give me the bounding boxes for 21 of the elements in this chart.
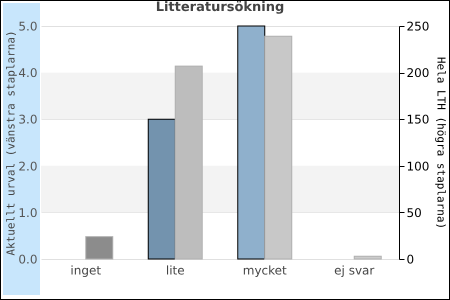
y-tick-label: 4.0 [18, 66, 38, 80]
y-tick-label: 5.0 [18, 20, 38, 34]
y2-tick-label: 0 [406, 252, 414, 266]
y2-tick-label: 150 [406, 112, 430, 127]
y-tick-label: 0.0 [18, 252, 38, 266]
y2-tick-label: 100 [406, 159, 430, 174]
y-tick-label: 1.0 [18, 206, 38, 220]
y2-tick-label: 50 [406, 206, 422, 220]
y-tick-label: 2.0 [18, 159, 38, 174]
chart-title: Litteratursökning [156, 0, 284, 15]
x-tick-label: mycket [242, 264, 288, 278]
y-axis-title: Aktuellt urval (vänstra staplarna) [4, 30, 18, 256]
y2-tick-label: 250 [406, 20, 430, 34]
bar [354, 256, 382, 260]
x-tick-label: ej svar [334, 264, 374, 278]
x-tick-label: inget [70, 264, 102, 278]
y2-axis-title: Hela LTH (högra staplarna) [434, 56, 448, 230]
y2-tick-label: 200 [406, 66, 430, 80]
x-tick-label: lite [166, 264, 185, 278]
y-tick-label: 3.0 [18, 112, 38, 127]
bar [85, 236, 114, 260]
